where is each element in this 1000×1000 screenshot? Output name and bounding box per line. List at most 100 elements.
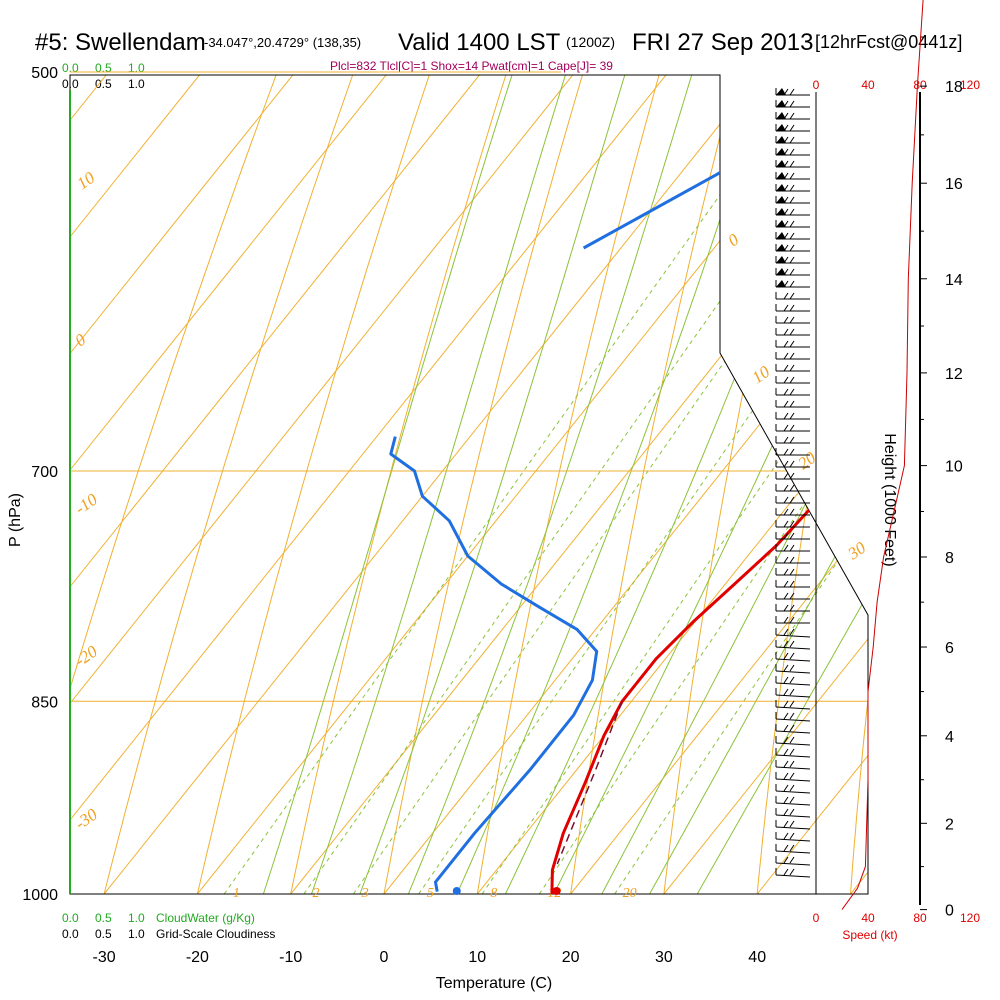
wind-barb <box>775 88 810 96</box>
svg-text:40: 40 <box>861 78 875 92</box>
barb-shaft <box>775 802 811 806</box>
barb-feather <box>783 832 789 840</box>
barb-feather <box>789 688 795 696</box>
barb-pennant <box>776 136 786 143</box>
wind-barb <box>775 628 811 638</box>
height-tick-2: 2 <box>945 816 954 833</box>
barb-feather <box>783 676 789 684</box>
barb-feather <box>789 460 795 468</box>
wind-barb <box>775 700 811 710</box>
isotherm-10 <box>430 75 868 894</box>
barb-pennant <box>776 100 786 107</box>
pressure-axis: 1000850700500400300250 <box>22 65 58 904</box>
barb-feather <box>783 532 789 540</box>
barb-feather <box>783 316 789 324</box>
isotherm--120 <box>70 75 792 894</box>
barb-feather <box>783 868 789 876</box>
isotherm-lines <box>70 75 868 894</box>
surface-points <box>452 887 561 895</box>
wind-barb <box>775 100 810 108</box>
barb-feather <box>783 280 789 288</box>
wind-barb <box>775 220 810 228</box>
barb-feather <box>789 316 795 324</box>
valid-date: FRI 27 Sep 2013 <box>632 29 813 56</box>
barb-feather <box>783 664 789 672</box>
barb-feather <box>789 388 795 396</box>
barb-feather <box>789 520 795 528</box>
barb-feather <box>789 436 795 444</box>
svg-text:0.0: 0.0 <box>62 911 79 925</box>
wind-barb <box>775 376 810 384</box>
barb-feather <box>789 556 795 564</box>
barb-pennant <box>776 232 786 239</box>
barb-feather <box>789 244 795 252</box>
barb-feather <box>783 520 789 528</box>
wind-barb <box>775 748 811 758</box>
wind-barb <box>775 244 810 252</box>
wind-barb <box>775 424 810 432</box>
barb-feather <box>783 544 789 552</box>
barb-feather <box>789 820 795 828</box>
barb-feather <box>789 868 795 876</box>
barb-feather <box>789 376 795 384</box>
moist-adiabat-0 <box>337 75 868 894</box>
wind-barb <box>775 208 810 216</box>
barb-feather <box>783 712 789 720</box>
barb-shaft <box>775 754 811 758</box>
barb-feather <box>789 172 795 180</box>
barb-feather <box>789 592 795 600</box>
barb-feather <box>783 436 789 444</box>
barb-feather <box>789 208 795 216</box>
barb-pennant <box>776 244 786 251</box>
height-tick-14: 14 <box>945 272 963 289</box>
wind-barb <box>775 328 810 336</box>
barb-feather <box>789 580 795 588</box>
svg-text:1.0: 1.0 <box>128 911 145 925</box>
wind-barb <box>775 292 810 300</box>
isotherm-label-3: -20 <box>71 641 101 670</box>
temperature-tick-30: 30 <box>655 949 673 966</box>
height-tick-16: 16 <box>945 176 963 193</box>
mixing-ratio-line-12 <box>538 75 868 894</box>
profile-series-3 <box>556 701 623 865</box>
mixing-ratio-label-2: 2 <box>312 886 319 901</box>
barb-feather <box>789 652 795 660</box>
barb-feather <box>789 280 795 288</box>
barb-shaft <box>775 694 811 698</box>
isotherm-40 <box>710 75 868 894</box>
valid-zulu: (1200Z) <box>566 34 615 50</box>
barb-feather <box>789 700 795 708</box>
wind-barb <box>775 556 810 564</box>
barb-feather <box>789 496 795 504</box>
barb-feather <box>789 676 795 684</box>
dry-adiabat-10 <box>467 75 868 894</box>
wind-barb <box>775 688 811 698</box>
dry-adiabat--10 <box>278 75 823 894</box>
barb-feather <box>789 340 795 348</box>
barb-shaft <box>775 850 811 854</box>
height-axis-label: Height (1000 Feet) <box>881 433 898 566</box>
barb-pennant <box>776 280 786 287</box>
wind-barb <box>775 184 810 192</box>
temperature-tick--30: -30 <box>93 949 116 966</box>
barb-feather <box>783 856 789 864</box>
barb-feather <box>789 724 795 732</box>
svg-text:0.5: 0.5 <box>95 911 112 925</box>
barb-pennant <box>776 112 786 119</box>
mixing-ratio-line-3 <box>352 75 868 894</box>
mixing-ratio-line-1 <box>223 75 868 894</box>
wind-barb <box>775 160 810 168</box>
barb-shaft <box>775 862 811 866</box>
barb-feather <box>789 760 795 768</box>
svg-text:0.0: 0.0 <box>62 61 79 75</box>
svg-text:80: 80 <box>913 911 927 925</box>
isotherm-label-0: 10 <box>73 168 98 194</box>
barb-feather <box>783 400 789 408</box>
barb-feather <box>783 220 789 228</box>
wind-barb <box>775 592 810 600</box>
svg-text:1.0: 1.0 <box>128 61 145 75</box>
wind-barb <box>775 448 810 456</box>
wind-barb <box>775 148 810 156</box>
barb-feather <box>783 160 789 168</box>
